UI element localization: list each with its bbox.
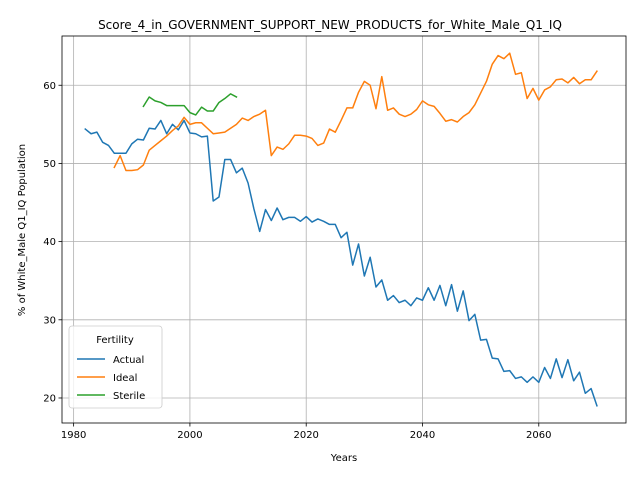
y-tick-label: 30 — [43, 315, 56, 326]
grid — [62, 36, 626, 423]
legend-label-ideal: Ideal — [113, 373, 137, 384]
y-tick-label: 60 — [43, 81, 56, 92]
series-line-actual — [84, 119, 598, 407]
y-axis-label: % of White_Male Q1_IQ Population — [17, 144, 28, 316]
legend-frame — [68, 325, 163, 409]
series-line-sterile — [142, 93, 238, 116]
series-layer — [84, 52, 598, 407]
x-tick-label: 1980 — [61, 430, 86, 441]
y-tick-label: 20 — [43, 393, 56, 404]
plot-frame — [61, 35, 627, 424]
x-tick-label: 2040 — [410, 430, 435, 441]
x-axis-ticks: 1980 2000 2020 2040 2060 — [61, 423, 552, 441]
x-tick-label: 2060 — [526, 430, 551, 441]
legend-label-actual: Actual — [113, 355, 144, 366]
legend-title: Fertility — [96, 335, 134, 346]
series-line-ideal — [113, 52, 598, 172]
legend: Fertility Actual Ideal Sterile — [68, 325, 163, 409]
y-axis-ticks: 20 30 40 50 60 — [43, 81, 62, 404]
y-tick-label: 40 — [43, 237, 56, 248]
x-tick-label: 2020 — [293, 430, 318, 441]
x-tick-label: 2000 — [177, 430, 202, 441]
chart-title: Score_4_in_GOVERNMENT_SUPPORT_NEW_PRODUC… — [98, 18, 562, 32]
x-axis-label: Years — [330, 453, 357, 464]
y-tick-label: 50 — [43, 159, 56, 170]
legend-label-sterile: Sterile — [113, 391, 145, 402]
